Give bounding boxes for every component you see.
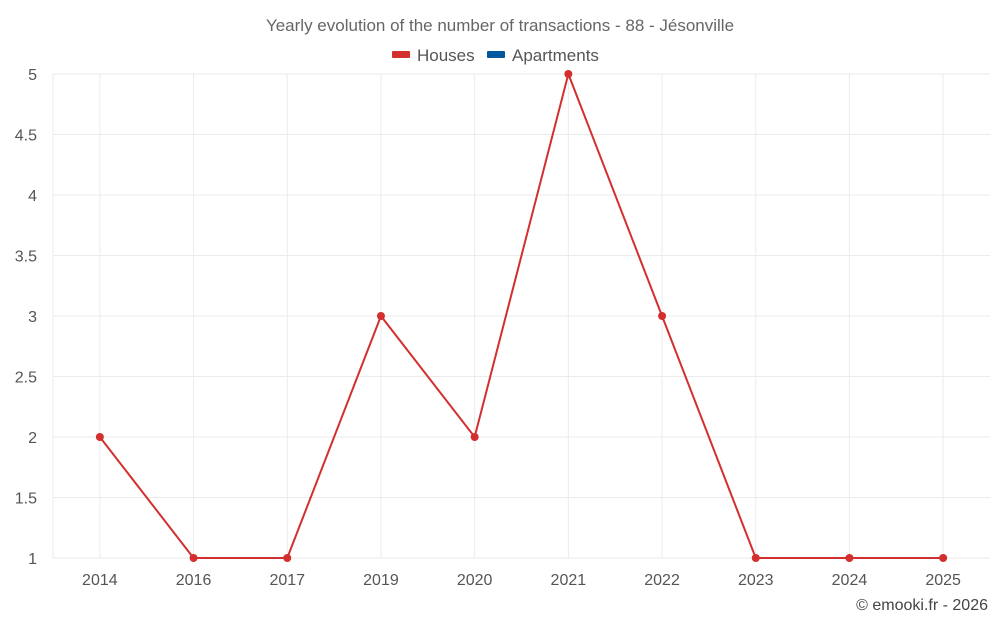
y-tick-label: 3.5: [15, 249, 37, 266]
x-tick-label: 2019: [363, 572, 399, 589]
y-tick-label: 4.5: [15, 128, 37, 145]
legend-label-houses: Houses: [417, 46, 475, 65]
legend-swatch-houses: [392, 51, 410, 58]
data-point-houses-2021[interactable]: [564, 70, 573, 78]
y-tick-label: 1: [28, 551, 37, 568]
x-axis-ticks: 2014 2016 2017 2019 2020 2021 2022 2023 2024 2025: [82, 572, 961, 589]
legend-item-apartments[interactable]: Apartments: [487, 46, 599, 65]
data-point-houses-2025[interactable]: [939, 554, 948, 562]
x-tick-label: 2024: [832, 572, 868, 589]
legend-item-houses[interactable]: Houses: [392, 46, 475, 65]
data-point-houses-2014[interactable]: [95, 433, 104, 441]
x-tick-label: 2025: [925, 572, 961, 589]
y-axis-ticks: 1 1.5 2 2.5 3 3.5 4 4.5 5: [15, 67, 37, 568]
y-tick-label: 4: [28, 188, 37, 205]
x-tick-label: 2017: [269, 572, 305, 589]
y-tick-label: 5: [28, 67, 37, 84]
credit-text: © emooki.fr - 2026: [856, 597, 988, 614]
y-tick-label: 1.5: [15, 491, 37, 508]
y-tick-label: 3: [28, 309, 37, 326]
data-point-houses-2019[interactable]: [376, 312, 385, 320]
series-houses: [95, 70, 948, 562]
x-tick-label: 2023: [738, 572, 774, 589]
y-tick-label: 2: [28, 430, 37, 447]
grid: [52, 73, 990, 559]
x-tick-label: 2016: [176, 572, 212, 589]
chart-title: Yearly evolution of the number of transa…: [266, 16, 734, 35]
data-point-houses-2016[interactable]: [189, 554, 198, 562]
data-point-houses-2024[interactable]: [845, 554, 854, 562]
x-tick-label: 2022: [644, 572, 680, 589]
x-tick-label: 2014: [82, 572, 118, 589]
data-point-houses-2023[interactable]: [751, 554, 760, 562]
legend-swatch-apartments: [487, 51, 505, 58]
legend-label-apartments: Apartments: [512, 46, 599, 65]
x-tick-label: 2021: [551, 572, 587, 589]
x-tick-label: 2020: [457, 572, 493, 589]
series-line-houses: [99, 73, 944, 559]
data-point-houses-2022[interactable]: [658, 312, 667, 320]
data-point-houses-2020[interactable]: [470, 433, 479, 441]
data-point-houses-2017[interactable]: [283, 554, 292, 562]
legend: Houses Apartments: [392, 46, 599, 65]
y-tick-label: 2.5: [15, 370, 37, 387]
